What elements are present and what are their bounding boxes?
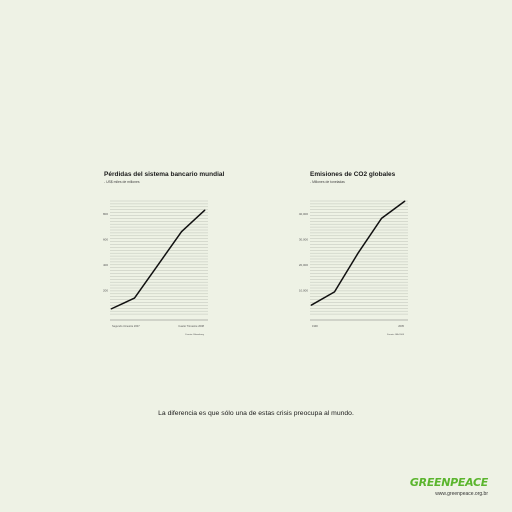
chart-co2-emissions: Emisiones de CO2 globales - Millones de …	[299, 171, 408, 336]
data-point	[334, 291, 335, 293]
chart-subtitle: - Millones de toneladas	[310, 180, 345, 184]
chart-bank-losses: Pérdidas del sistema bancario mundial - …	[103, 171, 225, 336]
data-point	[110, 308, 112, 310]
y-tick-label: 30,000	[299, 238, 309, 242]
y-tick-label: 40,000	[299, 212, 309, 216]
chart-title: Pérdidas del sistema bancario mundial	[104, 171, 225, 178]
source-note: Fuente: IEA 2008	[387, 333, 405, 336]
website-url: www.greenpeace.org.br	[435, 491, 488, 497]
x-tick-label: Segundo trimestre 2007	[112, 324, 140, 328]
y-tick-label: 10,000	[299, 289, 309, 293]
source-note: Fuente: Bloomberg	[185, 333, 204, 336]
y-tick-label: 600	[103, 238, 108, 242]
y-tick-label: 20,000	[299, 263, 309, 267]
data-point	[381, 218, 382, 219]
data-point	[357, 252, 359, 254]
x-tick-label: 2005	[398, 324, 404, 328]
chart-subtitle: - US$ miles de millones	[104, 180, 140, 184]
chart-plot: 40,000 30,000 20,000 10,000 1990 2005 Fuente: …	[299, 200, 408, 336]
data-point	[181, 231, 182, 233]
series-line	[110, 209, 206, 310]
y-tick-label: 800	[103, 212, 108, 216]
x-tick-label: 1990	[312, 324, 318, 328]
y-tick-label: 200	[103, 289, 108, 293]
data-point	[204, 209, 206, 211]
chart-title: Emisiones de CO2 globales	[310, 171, 396, 178]
chart-plot: 800 600 400 200 Segundo trimestre 2007 Cuarto…	[103, 200, 208, 336]
data-point	[134, 297, 135, 299]
tagline: La diferencia es que sólo una de estas c…	[158, 410, 354, 417]
greenpeace-logo: GREENPEACE	[409, 476, 488, 489]
data-point	[157, 264, 159, 266]
data-point	[310, 304, 312, 306]
y-tick-label: 400	[103, 263, 108, 267]
x-tick-label: Cuarto Trimestre 2008	[178, 324, 204, 328]
data-point	[404, 200, 406, 202]
